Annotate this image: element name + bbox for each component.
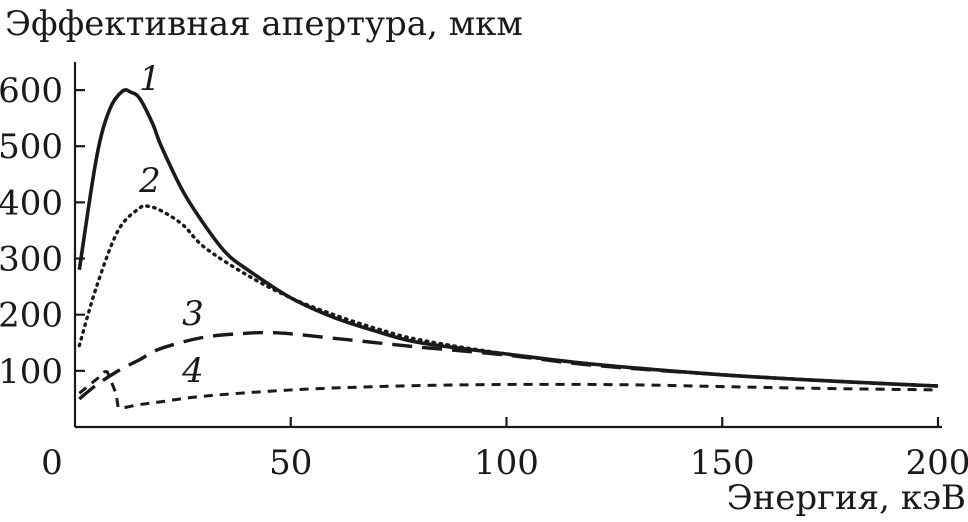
axes: 100 200 300 400 500 600 0 50 100 150 200 — [0, 62, 968, 483]
series-label-2: 2 — [138, 161, 161, 201]
y-tick-label: 300 — [0, 240, 63, 280]
series-line-2 — [77, 203, 940, 388]
x-tick-label: 150 — [690, 443, 755, 483]
y-tick-label: 200 — [0, 296, 63, 336]
series-labels: 1 2 3 4 — [138, 59, 204, 391]
x-tick-label: 100 — [474, 443, 539, 483]
series-label-4: 4 — [181, 351, 204, 391]
y-tick-label: 600 — [0, 71, 63, 111]
y-axis-label: Эффективная апертура, мкм — [5, 4, 523, 44]
x-tick-label: 50 — [269, 443, 312, 483]
x-tick-label: 0 — [41, 443, 63, 483]
series-label-3: 3 — [182, 294, 204, 334]
x-tick-label: 200 — [906, 443, 968, 483]
series-layer — [77, 88, 940, 410]
series-label-1: 1 — [139, 59, 161, 99]
series-line-3 — [78, 330, 939, 401]
y-tick-label: 100 — [0, 352, 63, 392]
series-line-1 — [77, 88, 939, 388]
y-tick-label: 400 — [0, 183, 63, 223]
series-line-4 — [78, 369, 939, 410]
y-tick-label: 500 — [0, 127, 63, 167]
x-axis-label: Энергия, кэВ — [727, 478, 966, 518]
